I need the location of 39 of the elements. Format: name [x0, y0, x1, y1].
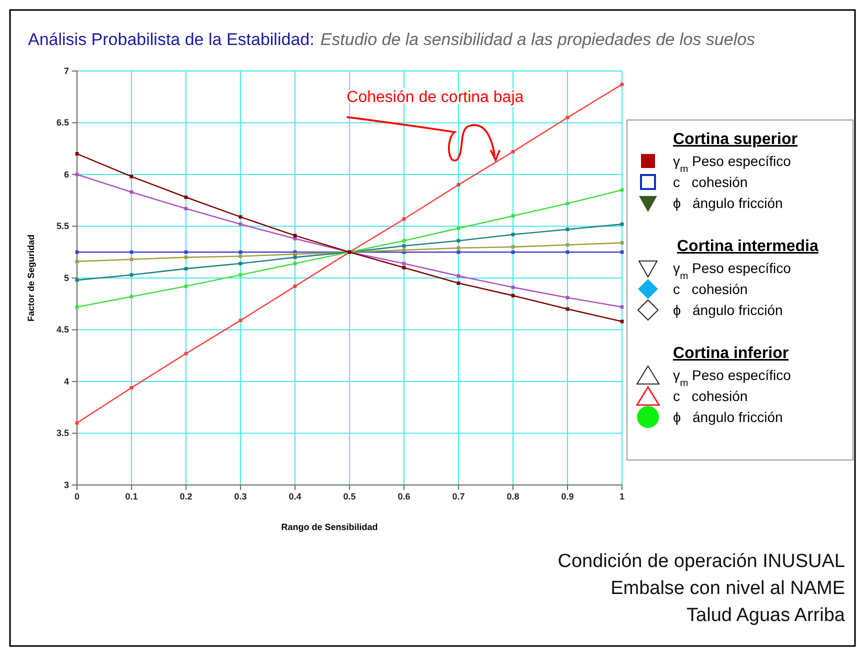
y-tick-label: 4: [64, 376, 69, 386]
x-tick-label: 0.7: [452, 491, 465, 502]
text: Cortina intermedia: [677, 238, 818, 255]
text: ϕ ángulo fricción: [673, 409, 783, 425]
text: ϕ ángulo fricción: [673, 195, 783, 211]
text: γ$_{m}$ Peso específico: [673, 260, 792, 282]
text: γ$_{m}$ Peso específico: [673, 153, 792, 174]
y-tick-label: 6: [64, 169, 69, 180]
y-tick-label: 5.5: [56, 221, 69, 232]
text: Cortina inferior: [673, 345, 789, 362]
text: Cortina superior: [673, 131, 798, 148]
x-tick-label: 1: [619, 491, 625, 502]
x-tick-label: 0.5: [343, 491, 356, 502]
x-tick-label: 0.2: [180, 491, 192, 502]
x-tick-label: 0.8: [506, 491, 520, 502]
text: Embalse con nivel al NAME: [610, 578, 845, 599]
chart-title: Análisis Probabilista de la Estabilidad:: [28, 30, 314, 49]
text: c cohesión: [673, 281, 748, 297]
x-tick-label: 0.4: [288, 491, 302, 502]
text: Condición de operación INUSUAL: [558, 551, 845, 572]
chart-subtitle: Estudio de la sensibilidad a las propiedades de los suelos: [320, 30, 756, 49]
y-tick-label: 7: [64, 66, 69, 76]
y-tick-label: 3.5: [56, 428, 69, 438]
y-tick-label: 4.5: [56, 324, 69, 335]
text: c cohesión: [673, 174, 748, 190]
x-tick-label: 0: [74, 491, 80, 502]
text: γ$_{m}$ Peso específico: [673, 367, 792, 388]
text: Talud Aguas Arriba: [686, 605, 846, 626]
x-axis-title: Rango de Sensibilidad: [281, 522, 378, 532]
text: c cohesión: [673, 388, 748, 404]
y-tick-label: 5: [64, 272, 69, 283]
x-tick-label: 0.6: [398, 491, 410, 502]
y-tick-label: 3: [64, 480, 69, 490]
x-tick-label: 0.1: [125, 491, 138, 502]
text: ϕ ángulo fricción: [673, 302, 783, 318]
x-tick-label: 0.9: [561, 491, 574, 502]
x-tick-label: 0.3: [234, 491, 247, 502]
y-tick-label: 6.5: [56, 118, 69, 128]
y-axis-title: Factor de Seguridad: [26, 234, 36, 322]
